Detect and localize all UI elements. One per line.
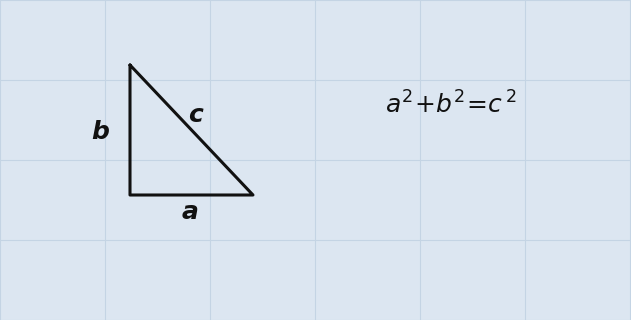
Text: c: c (189, 103, 203, 127)
Text: b: b (91, 120, 109, 144)
Text: a: a (182, 200, 198, 224)
Text: $\mathit{a}^2\!+\!\mathit{b}^2\!=\!\mathit{c}^{\,2}$: $\mathit{a}^2\!+\!\mathit{b}^2\!=\!\math… (385, 92, 517, 119)
